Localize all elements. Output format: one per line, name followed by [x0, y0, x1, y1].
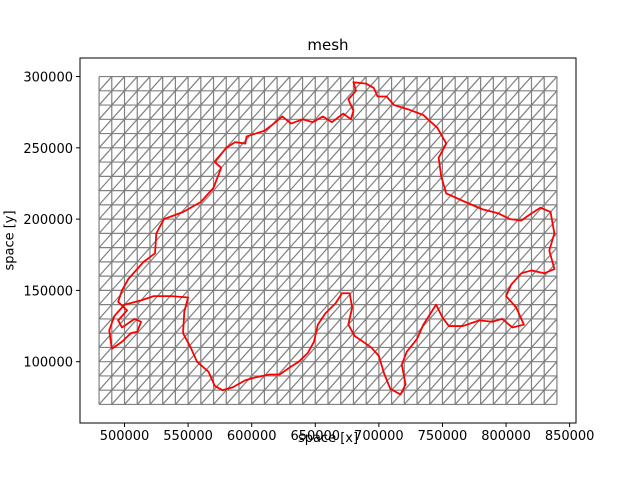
- x-tick-label: 650000: [290, 429, 340, 444]
- series-line-0: [108, 81, 556, 396]
- mesh-grid: [98, 75, 558, 406]
- x-tick-label: 800000: [481, 429, 531, 444]
- x-tick-label: 600000: [227, 429, 277, 444]
- chart-title: mesh: [307, 36, 348, 54]
- y-tick-label: 100000: [23, 356, 73, 371]
- y-tick-label: 200000: [23, 213, 73, 228]
- plot-frame: [79, 57, 577, 424]
- x-tick-label: 700000: [354, 429, 404, 444]
- mesh-lines: [98, 75, 558, 406]
- y-axis-ticks: 100000 150000 200000 250000 300000: [23, 71, 80, 371]
- x-axis-label: space [x]: [298, 431, 358, 446]
- series-layer: [108, 81, 556, 396]
- x-tick-label: 850000: [545, 429, 595, 444]
- x-tick-label: 550000: [163, 429, 213, 444]
- y-tick-label: 300000: [23, 71, 73, 86]
- y-tick-label: 250000: [23, 142, 73, 157]
- x-tick-label: 750000: [418, 429, 468, 444]
- y-axis-label: space [y]: [3, 210, 18, 270]
- y-tick-label: 150000: [23, 284, 73, 299]
- x-axis-ticks: 500000 550000 600000 650000 700000 750000 8000…: [100, 423, 595, 444]
- x-tick-label: 500000: [100, 429, 150, 444]
